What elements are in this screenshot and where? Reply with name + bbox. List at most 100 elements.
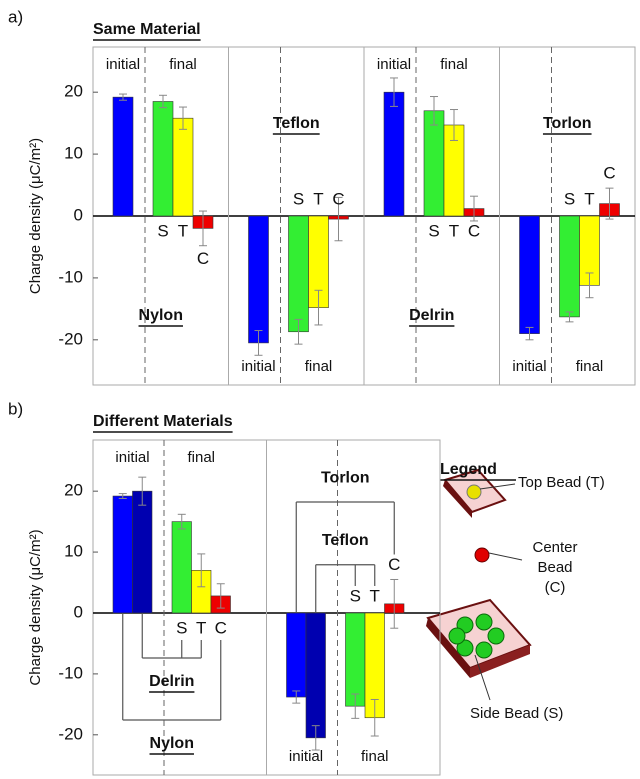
legend-center: Center — [532, 539, 577, 556]
error-bar — [390, 578, 399, 629]
y-tick-label: -10 — [58, 267, 83, 286]
error-bar — [118, 493, 127, 499]
bar-letter: S — [176, 618, 187, 637]
y-tick-label: 0 — [74, 602, 83, 621]
material-name: Torlon — [543, 115, 592, 132]
error-bar — [334, 196, 343, 242]
bracket — [315, 564, 376, 613]
error-bar — [119, 93, 127, 101]
bar-letter: C — [197, 249, 209, 268]
error-bar — [292, 690, 301, 704]
legend-center: Bead — [537, 559, 572, 576]
material-name: Nylon — [139, 307, 183, 324]
error-bar — [294, 318, 303, 345]
bar-letter: S — [428, 221, 439, 240]
bracket — [295, 501, 395, 613]
bar-letter: C — [215, 618, 227, 637]
error-bar — [179, 106, 187, 130]
bar — [519, 215, 540, 334]
error-bar — [254, 330, 263, 356]
phase-label: initial — [115, 449, 149, 466]
bar-letter: T — [584, 189, 594, 208]
y-tick-label: -20 — [58, 724, 83, 743]
error-bar — [314, 289, 323, 326]
bar — [559, 215, 580, 318]
error-bar — [159, 94, 167, 109]
bar — [383, 91, 405, 217]
y-tick-label: 10 — [64, 144, 83, 163]
bar-letter: C — [468, 221, 480, 240]
bar-letter: T — [313, 189, 323, 208]
error-bar — [390, 77, 398, 107]
legend-center: (C) — [545, 579, 566, 596]
panel-label: a) — [8, 7, 23, 26]
phase-label: initial — [289, 748, 323, 765]
y-axis-label: Charge density (μC/m²) — [27, 529, 44, 685]
phase-label: final — [169, 56, 197, 73]
error-bar — [177, 513, 186, 530]
bracket-label: Delrin — [149, 673, 194, 690]
error-bar — [199, 210, 207, 247]
error-bar — [565, 311, 574, 323]
error-bar — [605, 187, 614, 220]
panel-title: Different Materials — [93, 413, 233, 430]
phase-label: final — [187, 449, 215, 466]
bar — [288, 215, 309, 333]
bar-letter: S — [350, 586, 361, 605]
bar — [112, 495, 133, 614]
y-tick-label: 10 — [64, 542, 83, 561]
phase-label: initial — [377, 56, 411, 73]
error-bar — [216, 583, 225, 609]
y-tick-label: -20 — [58, 329, 83, 348]
bar-letter: T — [196, 618, 206, 637]
bar-letter: S — [564, 189, 575, 208]
phase-label: initial — [241, 358, 275, 375]
bracket-label: Teflon — [322, 532, 369, 549]
bar — [423, 110, 445, 217]
bracket-label: Nylon — [150, 735, 194, 752]
error-bar — [525, 326, 534, 341]
phase-label: initial — [512, 358, 546, 375]
legend-side: Side Bead (S) — [470, 705, 563, 722]
bracket — [122, 612, 222, 721]
y-tick-label: 20 — [64, 481, 83, 500]
error-bar — [450, 109, 458, 141]
bar-letter: T — [178, 221, 188, 240]
phase-label: final — [305, 358, 333, 375]
y-tick-label: -10 — [58, 663, 83, 682]
bracket — [141, 612, 202, 659]
error-bar — [430, 96, 438, 126]
bar — [305, 612, 326, 739]
bar — [112, 96, 134, 217]
y-axis-label: Charge density (μC/m²) — [27, 138, 44, 294]
error-bar — [351, 693, 360, 719]
error-bar — [197, 553, 206, 588]
error-bar — [585, 272, 594, 299]
panel-title: Same Material — [93, 21, 201, 38]
legend-title: Legend — [440, 461, 497, 478]
error-bar — [470, 195, 478, 222]
bracket-label: Torlon — [321, 469, 370, 486]
bar — [132, 490, 153, 614]
legend-top: Top Bead (T) — [518, 474, 605, 491]
error-bar — [138, 476, 147, 506]
y-tick-label: 0 — [74, 205, 83, 224]
bar — [345, 612, 366, 707]
bar-letter: T — [370, 586, 380, 605]
panel-label: b) — [8, 399, 23, 418]
bar — [152, 101, 174, 217]
bar — [248, 215, 269, 344]
phase-label: initial — [106, 56, 140, 73]
material-name: Delrin — [409, 307, 454, 324]
phase-label: final — [361, 748, 389, 765]
bar-letter: S — [293, 189, 304, 208]
bar — [286, 612, 307, 698]
bar-letter: C — [332, 189, 344, 208]
bar-letter: T — [449, 221, 459, 240]
error-bar — [311, 725, 320, 751]
y-tick-label: 20 — [64, 82, 83, 101]
legend-art — [426, 468, 532, 701]
material-name: Teflon — [273, 115, 320, 132]
phase-label: final — [576, 358, 604, 375]
